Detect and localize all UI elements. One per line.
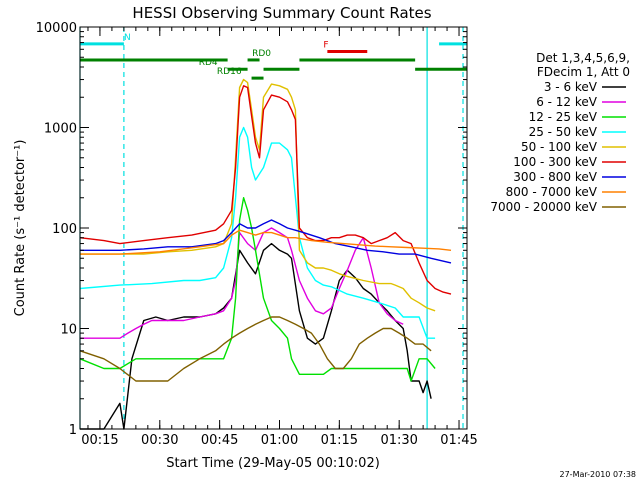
series-line-3 — [79, 126, 436, 339]
y-tick-label: 1 — [69, 423, 77, 438]
series-line-6 — [80, 219, 452, 264]
x-tick-label: 01:45 — [440, 433, 477, 448]
x-tick-label: 01:15 — [321, 433, 358, 448]
x-tick-label: 00:30 — [141, 433, 178, 448]
flag-label: RD16 — [217, 67, 242, 77]
series-line-0 — [80, 242, 432, 430]
legend: Det 1,3,4,5,6,9,FDecim 1, Att 03 - 6 keV… — [490, 51, 630, 214]
legend-header: Det 1,3,4,5,6,9, — [536, 51, 630, 65]
flag-label: RD4 — [199, 58, 218, 68]
x-tick-label: 00:45 — [201, 433, 238, 448]
series-line-8 — [79, 316, 432, 382]
y-tick-label: 100 — [52, 222, 77, 237]
series-line-4 — [80, 78, 436, 312]
y-tick-label: 10000 — [36, 21, 77, 36]
y-tick-label: 1000 — [44, 122, 77, 137]
chart-title: HESSI Observing Summary Count Rates — [132, 4, 431, 22]
legend-label: 25 - 50 keV — [529, 125, 598, 139]
flag-label: N — [124, 33, 131, 43]
series-line-1 — [80, 227, 404, 339]
legend-label: 100 - 300 keV — [513, 155, 597, 169]
flag-label: RD0 — [252, 49, 271, 59]
legend-label: 800 - 7000 keV — [506, 185, 598, 199]
legend-label: 7000 - 20000 keV — [490, 200, 597, 214]
y-tick-label: 10 — [60, 323, 77, 338]
series-line-2 — [79, 196, 436, 382]
legend-label: 12 - 25 keV — [529, 110, 598, 124]
legend-label: 3 - 6 keV — [544, 80, 598, 94]
x-tick-label: 00:15 — [81, 433, 118, 448]
plot-area: N F RD4 RD0 RD16 — [79, 27, 467, 430]
flag-label: F — [323, 41, 328, 51]
legend-label: 300 - 800 keV — [513, 170, 597, 184]
x-tick-label: 01:30 — [380, 433, 417, 448]
legend-header: FDecim 1, Att 0 — [537, 65, 630, 79]
x-axis-label: Start Time (29-May-05 00:10:02) — [166, 456, 380, 471]
series-line-7 — [80, 229, 452, 255]
series-line-5 — [79, 85, 452, 295]
timestamp: 27-Mar-2010 07:38 — [560, 470, 637, 479]
y-axis: 1 10 100 1000 10000 — [36, 21, 467, 438]
legend-label: 6 - 12 keV — [536, 95, 598, 109]
x-axis: 00:15 00:30 00:45 01:00 01:15 01:30 01:45 — [81, 27, 478, 448]
legend-label: 50 - 100 keV — [521, 140, 598, 154]
x-tick-label: 01:00 — [261, 433, 298, 448]
y-axis-label: Count Rate (s⁻¹ detector⁻¹) — [13, 140, 28, 317]
